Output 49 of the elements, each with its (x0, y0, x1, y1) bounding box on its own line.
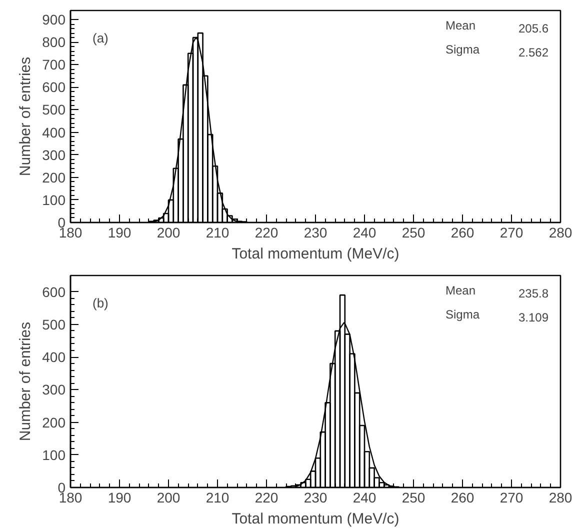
annotation: Mean (446, 18, 476, 32)
x-axis-title: Total momentum (MeV/c) (232, 510, 400, 528)
y-tick-label: 600 (42, 284, 66, 300)
x-tick-label: 190 (108, 490, 132, 506)
x-tick-label: 220 (254, 490, 278, 506)
y-tick-label: 500 (42, 316, 66, 332)
y-tick-label: 200 (42, 169, 66, 186)
x-tick-label: 270 (500, 490, 524, 506)
y-tick-label: 300 (42, 382, 66, 398)
annotation: Sigma (446, 308, 480, 322)
y-tick-label: 600 (42, 79, 66, 96)
x-tick-label: 240 (352, 490, 376, 506)
y-axis-title: Number of entries (17, 56, 34, 176)
x-tick-label: 200 (156, 224, 180, 240)
x-tick-label: 250 (402, 224, 426, 240)
y-tick-label: 400 (42, 349, 66, 366)
y-tick-label: 900 (42, 12, 66, 28)
x-tick-label: 230 (304, 490, 328, 506)
x-tick-label: 240 (352, 224, 376, 240)
annotation: (b) (92, 296, 108, 310)
x-tick-label: 260 (450, 224, 474, 240)
y-axis-title: Number of entries (17, 322, 34, 442)
annotation: (a) (92, 30, 108, 46)
y-tick-label: 200 (42, 414, 66, 430)
x-tick-label: 280 (548, 224, 572, 240)
x-tick-label: 210 (206, 490, 230, 506)
y-tick-label: 800 (42, 34, 66, 50)
x-tick-label: 210 (206, 224, 230, 240)
annotation: 2.562 (518, 46, 549, 60)
x-tick-label: 230 (304, 224, 328, 240)
annotation: 3.109 (518, 310, 549, 324)
annotation: Mean (446, 284, 476, 298)
x-axis-title: Total momentum (MeV/c) (232, 246, 400, 262)
x-tick-label: 190 (108, 224, 132, 240)
y-tick-label: 100 (42, 192, 66, 208)
y-tick-label: 100 (42, 446, 66, 463)
x-tick-label: 220 (254, 224, 278, 240)
x-tick-label: 280 (548, 490, 572, 506)
y-tick-label: 700 (42, 56, 66, 73)
x-tick-label: 200 (156, 490, 180, 506)
y-tick-label: 300 (42, 146, 66, 163)
y-tick-label: 500 (42, 102, 66, 118)
x-tick-label: 250 (402, 490, 426, 506)
annotation: 205.6 (518, 22, 549, 36)
y-tick-label: 400 (42, 124, 66, 140)
x-tick-label: 270 (500, 224, 524, 240)
x-tick-label: 260 (450, 490, 474, 506)
annotation: 235.8 (518, 286, 549, 300)
annotation: Sigma (446, 42, 480, 56)
